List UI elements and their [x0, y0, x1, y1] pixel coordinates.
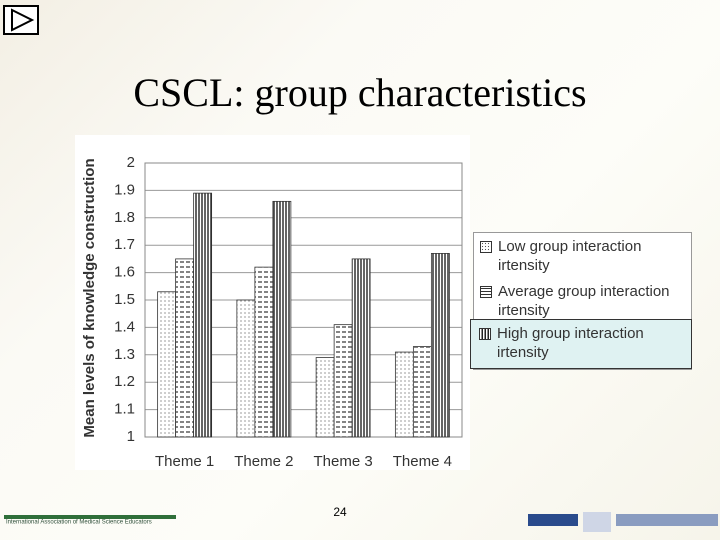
y-tick-label: 2 [127, 154, 135, 171]
plot-border [144, 162, 463, 438]
bar [430, 253, 450, 438]
bar [193, 192, 213, 438]
x-tick-label: Theme 1 [155, 453, 214, 470]
legend-swatch [480, 241, 492, 253]
legend-entry: High group interaction irtensity [470, 319, 692, 369]
legend-label: Average group interaction irtensity [498, 283, 670, 319]
slide-title: CSCL: group characteristics [133, 70, 586, 115]
y-tick-label: 1.5 [114, 291, 135, 308]
bar [272, 200, 292, 438]
y-tick-label: 1.7 [114, 236, 135, 253]
bar [157, 291, 177, 438]
y-tick-label: 1.9 [114, 181, 135, 198]
bar [412, 346, 432, 438]
y-tick-label: 1.4 [114, 318, 135, 335]
bar [236, 299, 256, 438]
logo [583, 512, 611, 532]
logo [616, 514, 718, 526]
bar [394, 351, 414, 438]
play-icon [11, 8, 35, 32]
y-tick-label: 1.1 [114, 401, 135, 418]
x-tick-label: Theme 4 [393, 453, 452, 470]
page-number: 24 [333, 505, 347, 519]
footer-bar [4, 515, 176, 519]
y-tick-label: 1.2 [114, 373, 135, 390]
y-axis-label: Mean levels of knowledge construction [81, 158, 98, 437]
bar [333, 324, 353, 438]
x-tick-label: Theme 2 [234, 453, 293, 470]
y-tick-label: 1.6 [114, 264, 135, 281]
y-tick-label: 1.3 [114, 346, 135, 363]
legend-swatch [480, 286, 492, 298]
legend-label: High group interaction irtensity [497, 325, 644, 361]
bar [175, 258, 195, 438]
legend-swatch [479, 328, 491, 340]
legend: Low group interaction irtensity Average g… [470, 232, 693, 370]
legend-entry: Low group interaction irtensity [480, 237, 693, 275]
logo [528, 514, 578, 526]
bar [315, 357, 335, 438]
legend-label: Low group interaction irtensity [498, 238, 642, 274]
legend-entry: Average group interaction irtensity [480, 282, 693, 320]
bar [254, 266, 274, 438]
x-tick-label: Theme 3 [314, 453, 373, 470]
footer-text: International Association of Medical Sci… [6, 520, 152, 526]
y-tick-label: 1 [127, 428, 135, 445]
y-tick-label: 1.8 [114, 209, 135, 226]
bar [351, 258, 371, 438]
